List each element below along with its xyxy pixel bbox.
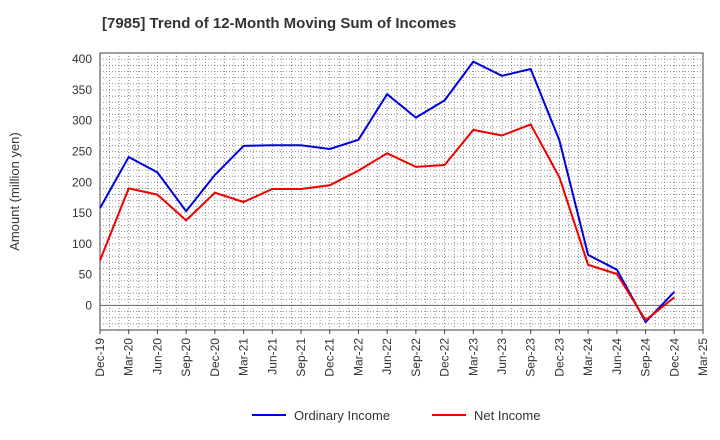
y-tick-label: 400	[72, 52, 92, 66]
y-tick-label: 50	[79, 268, 93, 282]
x-tick-label: Mar-24	[581, 338, 595, 376]
x-tick-label: Dec-24	[667, 338, 681, 377]
legend-label-ordinary-income: Ordinary Income	[294, 408, 390, 423]
x-axis-ticks: Dec-19 Mar-20 Jun-20 Sep-20 Dec-20 Mar-21 Jun-…	[93, 330, 710, 377]
chart-title: [7985] Trend of 12-Month Moving Sum of I…	[102, 15, 457, 32]
x-tick-label: Dec-23	[552, 338, 566, 377]
y-axis-ticks: 0 50 100 150 200 250 300 350 400	[72, 52, 92, 312]
x-tick-label: Jun-22	[380, 338, 394, 375]
plot-frame	[99, 52, 704, 331]
x-tick-label: Dec-21	[323, 338, 337, 377]
y-tick-label: 350	[72, 83, 92, 97]
x-tick-label: Mar-20	[122, 338, 136, 376]
x-tick-label: Sep-21	[294, 338, 308, 377]
y-tick-label: 100	[72, 237, 92, 251]
x-tick-label: Mar-23	[466, 338, 480, 376]
y-tick-label: 0	[85, 298, 92, 312]
x-tick-label: Dec-20	[208, 338, 222, 377]
x-tick-label: Sep-22	[409, 338, 423, 377]
x-tick-label: Dec-19	[93, 338, 107, 377]
y-tick-label: 200	[72, 175, 92, 189]
y-tick-label: 300	[72, 114, 92, 128]
x-tick-label: Mar-25	[696, 338, 710, 376]
x-tick-label: Jun-20	[150, 338, 164, 375]
x-tick-label: Sep-20	[179, 338, 193, 377]
gridlines	[100, 53, 703, 330]
x-tick-label: Sep-23	[524, 338, 538, 377]
series-line-ordinary-income	[99, 60, 676, 323]
x-tick-label: Jun-23	[495, 338, 509, 375]
legend: Ordinary Income Net Income	[252, 408, 540, 423]
x-tick-label: Jun-24	[610, 338, 624, 375]
x-tick-label: Sep-24	[639, 338, 653, 377]
x-tick-label: Jun-21	[265, 338, 279, 375]
plot-area	[99, 52, 704, 331]
legend-label-net-income: Net Income	[474, 408, 540, 423]
x-tick-label: Mar-22	[351, 338, 365, 376]
y-tick-label: 250	[72, 144, 92, 158]
y-tick-label: 150	[72, 206, 92, 220]
y-axis-title: Amount (million yen)	[7, 132, 22, 251]
x-tick-label: Dec-22	[438, 338, 452, 377]
series-line-net-income	[99, 123, 675, 322]
series-layer	[99, 60, 676, 323]
x-tick-label: Mar-21	[237, 338, 251, 376]
